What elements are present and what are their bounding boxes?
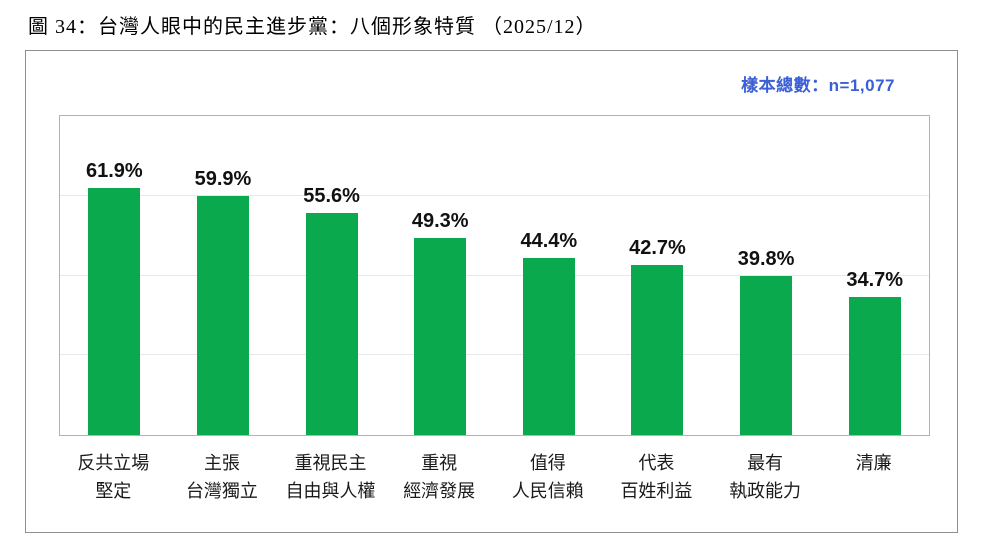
x-axis-label: 反共立場 堅定 <box>77 453 150 501</box>
sample-size-label: 樣本總數：n=1,077 <box>741 76 895 95</box>
bar-column: 61.9% <box>60 116 169 435</box>
bar-value-label: 49.3% <box>411 210 469 233</box>
gridline <box>60 194 929 196</box>
bar <box>414 238 467 435</box>
figure-title: 圖 34：台灣人眼中的民主進步黨：八個形象特質 （2025/12） <box>28 16 597 38</box>
bar-value-label: 59.9% <box>194 168 252 191</box>
bar-value-label: 55.6% <box>303 185 360 208</box>
bar <box>631 264 684 435</box>
bar-value-label: 39.8% <box>737 248 795 271</box>
x-axis-label: 重視 經濟發展 <box>403 453 476 501</box>
x-axis-label: 重視民主 自由與人權 <box>285 453 376 501</box>
bar-column: 44.4% <box>495 116 604 435</box>
bar-value-label: 34.7% <box>846 268 904 291</box>
bar <box>196 196 249 435</box>
bar <box>305 213 358 435</box>
bar-value-label: 44.4% <box>520 229 578 252</box>
bar-value-label: 61.9% <box>85 160 143 183</box>
bar <box>88 188 141 435</box>
bar <box>848 296 901 435</box>
bar-column: 34.7% <box>820 116 929 435</box>
x-axis-label: 值得 人民信賴 <box>511 453 584 501</box>
plot-area: 61.9% 59.9% 55.6% 49.3% 44.4% 42.7% 39.8% 34.7% <box>59 115 930 436</box>
bar-value-label: 42.7% <box>629 236 686 259</box>
gridline <box>60 354 929 356</box>
x-axis-label: 最有 執政能力 <box>729 453 802 501</box>
x-axis-label: 代表 百姓利益 <box>620 453 693 501</box>
gridline <box>60 274 929 276</box>
bar-column: 42.7% <box>603 116 712 435</box>
chart-panel: 樣本總數：n=1,077 61.9% 59.9% 55.6% 49.3% 44.4% 42… <box>25 50 958 533</box>
x-axis-label: 主張 台灣獨立 <box>185 453 258 501</box>
bar <box>740 276 793 435</box>
x-axis-label: 清廉 <box>855 453 892 473</box>
bar-column: 55.6% <box>277 116 386 435</box>
bar <box>522 257 575 435</box>
x-axis-labels: 反共立場 堅定 主張 台灣獨立 重視民主 自由與人權 重視 經濟發展 值得 人民信賴 代表… <box>59 449 928 505</box>
bar-column: 59.9% <box>169 116 278 435</box>
bar-column: 49.3% <box>386 116 495 435</box>
bar-column: 39.8% <box>712 116 821 435</box>
